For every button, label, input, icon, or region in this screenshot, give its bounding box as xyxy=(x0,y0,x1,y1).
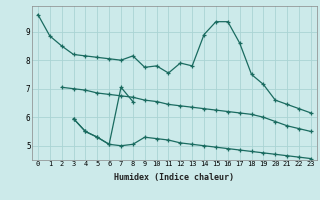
X-axis label: Humidex (Indice chaleur): Humidex (Indice chaleur) xyxy=(115,173,234,182)
